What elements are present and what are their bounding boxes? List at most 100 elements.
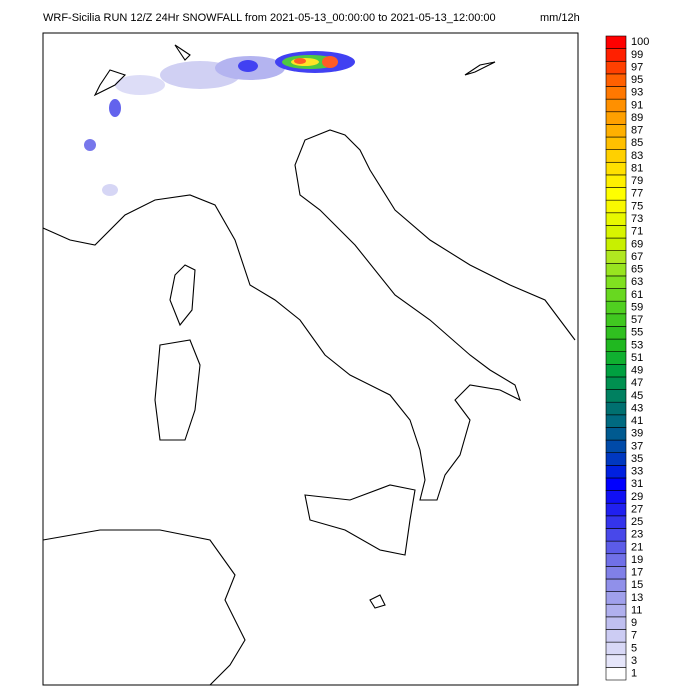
snow-area (322, 56, 338, 68)
colorbar-box (605, 540, 627, 555)
colorbar-box (605, 98, 627, 113)
colorbar-label: 1 (631, 668, 637, 680)
colorbar-box (605, 591, 627, 605)
colorbar-label: 29 (631, 491, 643, 503)
colorbar-label: 5 (631, 642, 637, 654)
map (42, 32, 579, 686)
snow-area (109, 99, 121, 117)
colorbar-box (605, 477, 627, 491)
colorbar-box (605, 654, 627, 668)
colorbar-label: 81 (631, 162, 643, 174)
colorbar-box (605, 161, 627, 176)
colorbar-box (605, 667, 627, 681)
colorbar-label: 67 (631, 251, 643, 263)
colorbar-label: 53 (631, 339, 643, 351)
colorbar-label: 51 (631, 352, 643, 364)
colorbar-label: 99 (631, 49, 643, 61)
colorbar-label: 100 (631, 36, 649, 48)
colorbar-label: 61 (631, 289, 643, 301)
colorbar-label: 19 (631, 554, 643, 566)
colorbar-box (605, 225, 627, 239)
colorbar-box (605, 452, 627, 466)
colorbar-box (605, 641, 627, 656)
colorbar-label: 39 (631, 428, 643, 440)
snowfall-field (84, 51, 355, 196)
colorbar-box (605, 616, 627, 630)
colorbar-label: 23 (631, 529, 643, 541)
colorbar-box (605, 528, 627, 542)
colorbar-box (605, 313, 627, 327)
colorbar-box (605, 212, 627, 226)
map-frame (42, 32, 579, 686)
snow-area (294, 58, 306, 64)
colorbar-label: 55 (631, 327, 643, 339)
colorbar-label: 27 (631, 503, 643, 515)
coastline (93, 44, 496, 609)
snow-area (115, 75, 165, 95)
colorbar-label: 57 (631, 314, 643, 326)
colorbar-box (605, 326, 627, 340)
snow-area (84, 139, 96, 151)
colorbar-box (605, 376, 627, 390)
colorbar-box (605, 124, 627, 138)
colorbar-box (605, 111, 627, 125)
colorbar-box (605, 275, 627, 289)
colorbar-label: 41 (631, 415, 643, 427)
colorbar-box (605, 414, 627, 428)
colorbar-box (605, 48, 627, 62)
colorbar-box (605, 288, 627, 302)
colorbar-label: 71 (631, 226, 643, 238)
colorbar-box (605, 60, 627, 75)
colorbar-label: 83 (631, 150, 643, 162)
colorbar-label: 89 (631, 112, 643, 124)
colorbar-label: 87 (631, 125, 643, 137)
colorbar-box (605, 629, 627, 643)
coastline (42, 529, 246, 686)
colorbar-label: 77 (631, 188, 643, 200)
colorbar-box (605, 35, 627, 49)
colorbar-box (605, 465, 627, 479)
colorbar-label: 97 (631, 61, 643, 73)
colorbar-box (605, 300, 627, 315)
colorbar-box (605, 389, 627, 403)
colorbar-label: 25 (631, 516, 643, 528)
colorbar-box (605, 553, 627, 567)
colorbar-label: 73 (631, 213, 643, 225)
colorbar-label: 13 (631, 592, 643, 604)
colorbar-label: 59 (631, 301, 643, 313)
colorbar-box (605, 86, 627, 100)
colorbar-label: 33 (631, 466, 643, 478)
colorbar-label: 15 (631, 579, 643, 591)
colorbar-label: 45 (631, 390, 643, 402)
colorbar-label: 9 (631, 617, 637, 629)
colorbar-box (605, 187, 627, 201)
colorbar-box (605, 262, 627, 277)
colorbar-label: 63 (631, 276, 643, 288)
colorbar-box (605, 401, 627, 416)
colorbar-label: 7 (631, 630, 637, 642)
colorbar-box (605, 174, 627, 188)
colorbar-label: 85 (631, 137, 643, 149)
colorbar-label: 49 (631, 365, 643, 377)
colorbar-box (605, 237, 627, 251)
colorbar-label: 37 (631, 440, 643, 452)
coastlines (42, 44, 576, 686)
unit-label: mm/12h (540, 12, 580, 24)
colorbar-label: 17 (631, 567, 643, 579)
colorbar-label: 65 (631, 264, 643, 276)
coastline (154, 339, 201, 441)
colorbar-box (605, 136, 627, 150)
colorbar-box (605, 515, 627, 529)
colorbar-label: 21 (631, 541, 643, 553)
colorbar-box (605, 250, 627, 264)
colorbar-box (605, 578, 627, 592)
colorbar-label: 3 (631, 655, 637, 667)
colorbar-label: 79 (631, 175, 643, 187)
colorbar-box (605, 364, 627, 378)
colorbar-label: 43 (631, 402, 643, 414)
colorbar: 1357911131517192123252729313335373941434… (605, 35, 649, 681)
coastline (169, 264, 196, 327)
colorbar-box (605, 199, 627, 214)
colorbar-box (605, 427, 627, 441)
